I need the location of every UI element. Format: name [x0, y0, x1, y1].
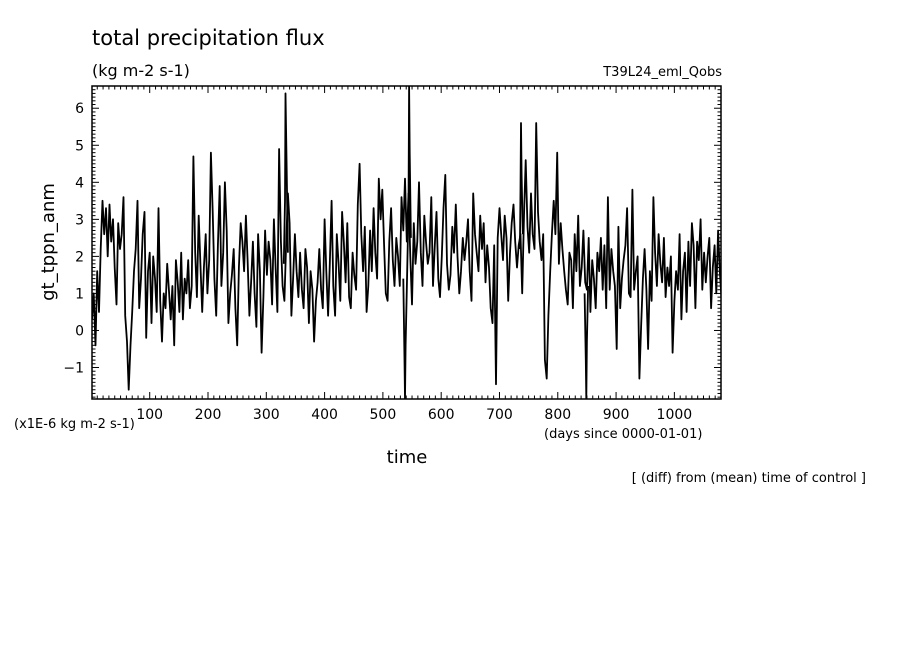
- y-tick-label: 1: [75, 286, 84, 302]
- experiment-label: T39L24_eml_Qobs: [602, 65, 722, 80]
- footnote: [ (diff) from (mean) time of control ]: [632, 471, 866, 486]
- x-tick-label: 700: [486, 407, 513, 423]
- y-tick-label: −1: [63, 361, 84, 377]
- chart-title: total precipitation flux: [92, 26, 325, 50]
- y-tick-label: 2: [75, 249, 84, 265]
- series-line-3: [519, 122, 524, 250]
- y-axis: −1 0 1 2 3 4 5 6: [63, 85, 721, 398]
- data-layer: [92, 86, 721, 399]
- x-axis: 100 200 300 400 500 600 700 800 900 1000: [96, 86, 722, 423]
- series-line-1: [282, 92, 289, 264]
- x-tick-label: 1000: [657, 407, 693, 423]
- x-tick-label: 300: [253, 407, 280, 423]
- y-tick-label: 0: [75, 323, 84, 339]
- y-tick-label: 4: [75, 175, 84, 191]
- y-tick-label: 6: [75, 101, 84, 117]
- plot-frame: [91, 85, 722, 400]
- x-tick-label: 900: [603, 407, 630, 423]
- x-tick-label: 400: [311, 407, 338, 423]
- x-tick-label: 500: [370, 407, 397, 423]
- x-tick-label: 800: [544, 407, 571, 423]
- y-axis-label: gt_tppn_anm: [38, 183, 59, 301]
- series-line-0: [92, 122, 721, 391]
- y-tick-label: 5: [75, 138, 84, 154]
- x-tick-label: 600: [428, 407, 455, 423]
- series-line-4: [583, 285, 589, 399]
- y-scale-note: (x1E-6 kg m-2 s-1): [14, 417, 135, 432]
- series-line-2: [402, 86, 412, 399]
- x-axis-label: time: [387, 447, 428, 468]
- x-tick-label: 100: [136, 407, 163, 423]
- x-axis-unit: (days since 0000-01-01): [544, 427, 702, 442]
- y-tick-label: 3: [75, 212, 84, 228]
- x-tick-label: 200: [195, 407, 222, 423]
- chart-units: (kg m-2 s-1): [92, 61, 190, 80]
